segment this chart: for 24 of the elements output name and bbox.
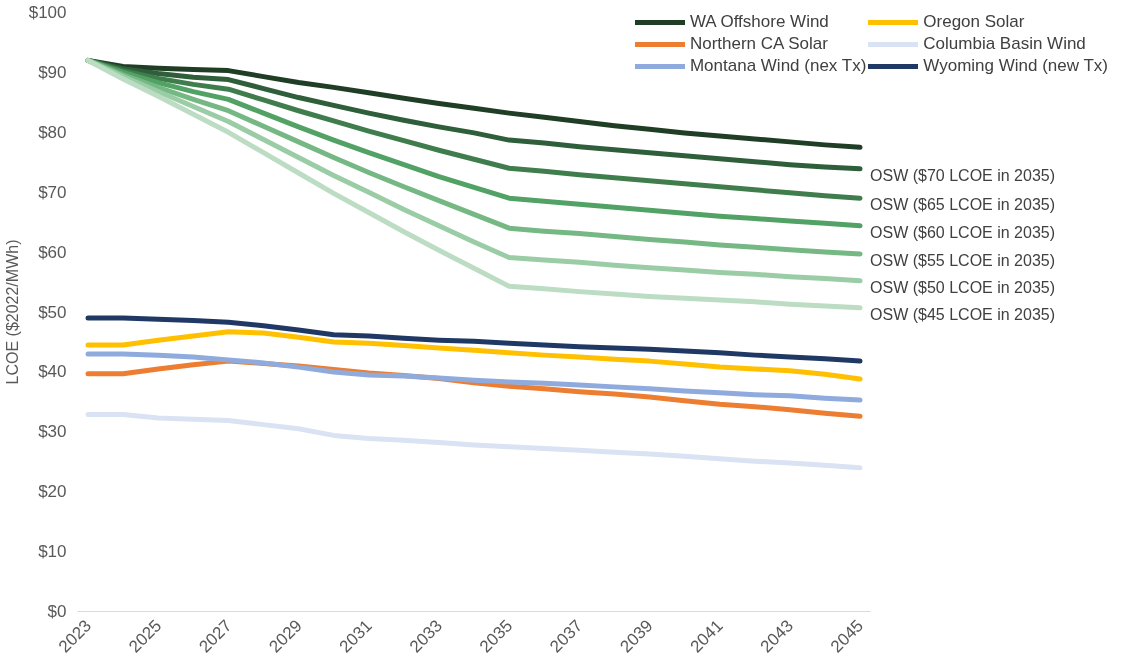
annotation: OSW ($50 LCOE in 2035) [870, 278, 1056, 296]
annotation: OSW ($65 LCOE in 2035) [870, 196, 1056, 214]
legend-label: Oregon Solar [923, 12, 1025, 32]
y-tick-label: $20 [38, 482, 67, 502]
y-tick-label: $30 [38, 422, 67, 442]
annotation: OSW ($55 LCOE in 2035) [870, 251, 1056, 269]
y-tick-label: $80 [38, 122, 67, 142]
y-tick-label: $50 [38, 302, 67, 322]
legend-label: WA Offshore Wind [689, 12, 829, 32]
y-tick-label: $70 [38, 182, 67, 202]
y-tick-label: $40 [38, 362, 67, 382]
annotation: OSW ($45 LCOE in 2035) [870, 305, 1056, 323]
y-tick-label: $0 [47, 602, 67, 621]
legend-label: Wyoming Wind (new Tx) [923, 56, 1108, 76]
legend-label: Columbia Basin Wind [923, 34, 1086, 54]
y-tick-label: $10 [38, 542, 67, 562]
y-axis-title: LCOE ($2022/MWh) [3, 239, 21, 385]
y-tick-label: $100 [28, 3, 67, 22]
y-tick-label: $90 [38, 62, 67, 82]
legend-label: Montana Wind (nex Tx) [689, 56, 867, 76]
annotation: OSW ($70 LCOE in 2035) [870, 166, 1056, 184]
annotation: OSW ($60 LCOE in 2035) [870, 223, 1056, 241]
legend-label: Northern CA Solar [689, 34, 828, 54]
y-tick-label: $60 [38, 242, 67, 262]
